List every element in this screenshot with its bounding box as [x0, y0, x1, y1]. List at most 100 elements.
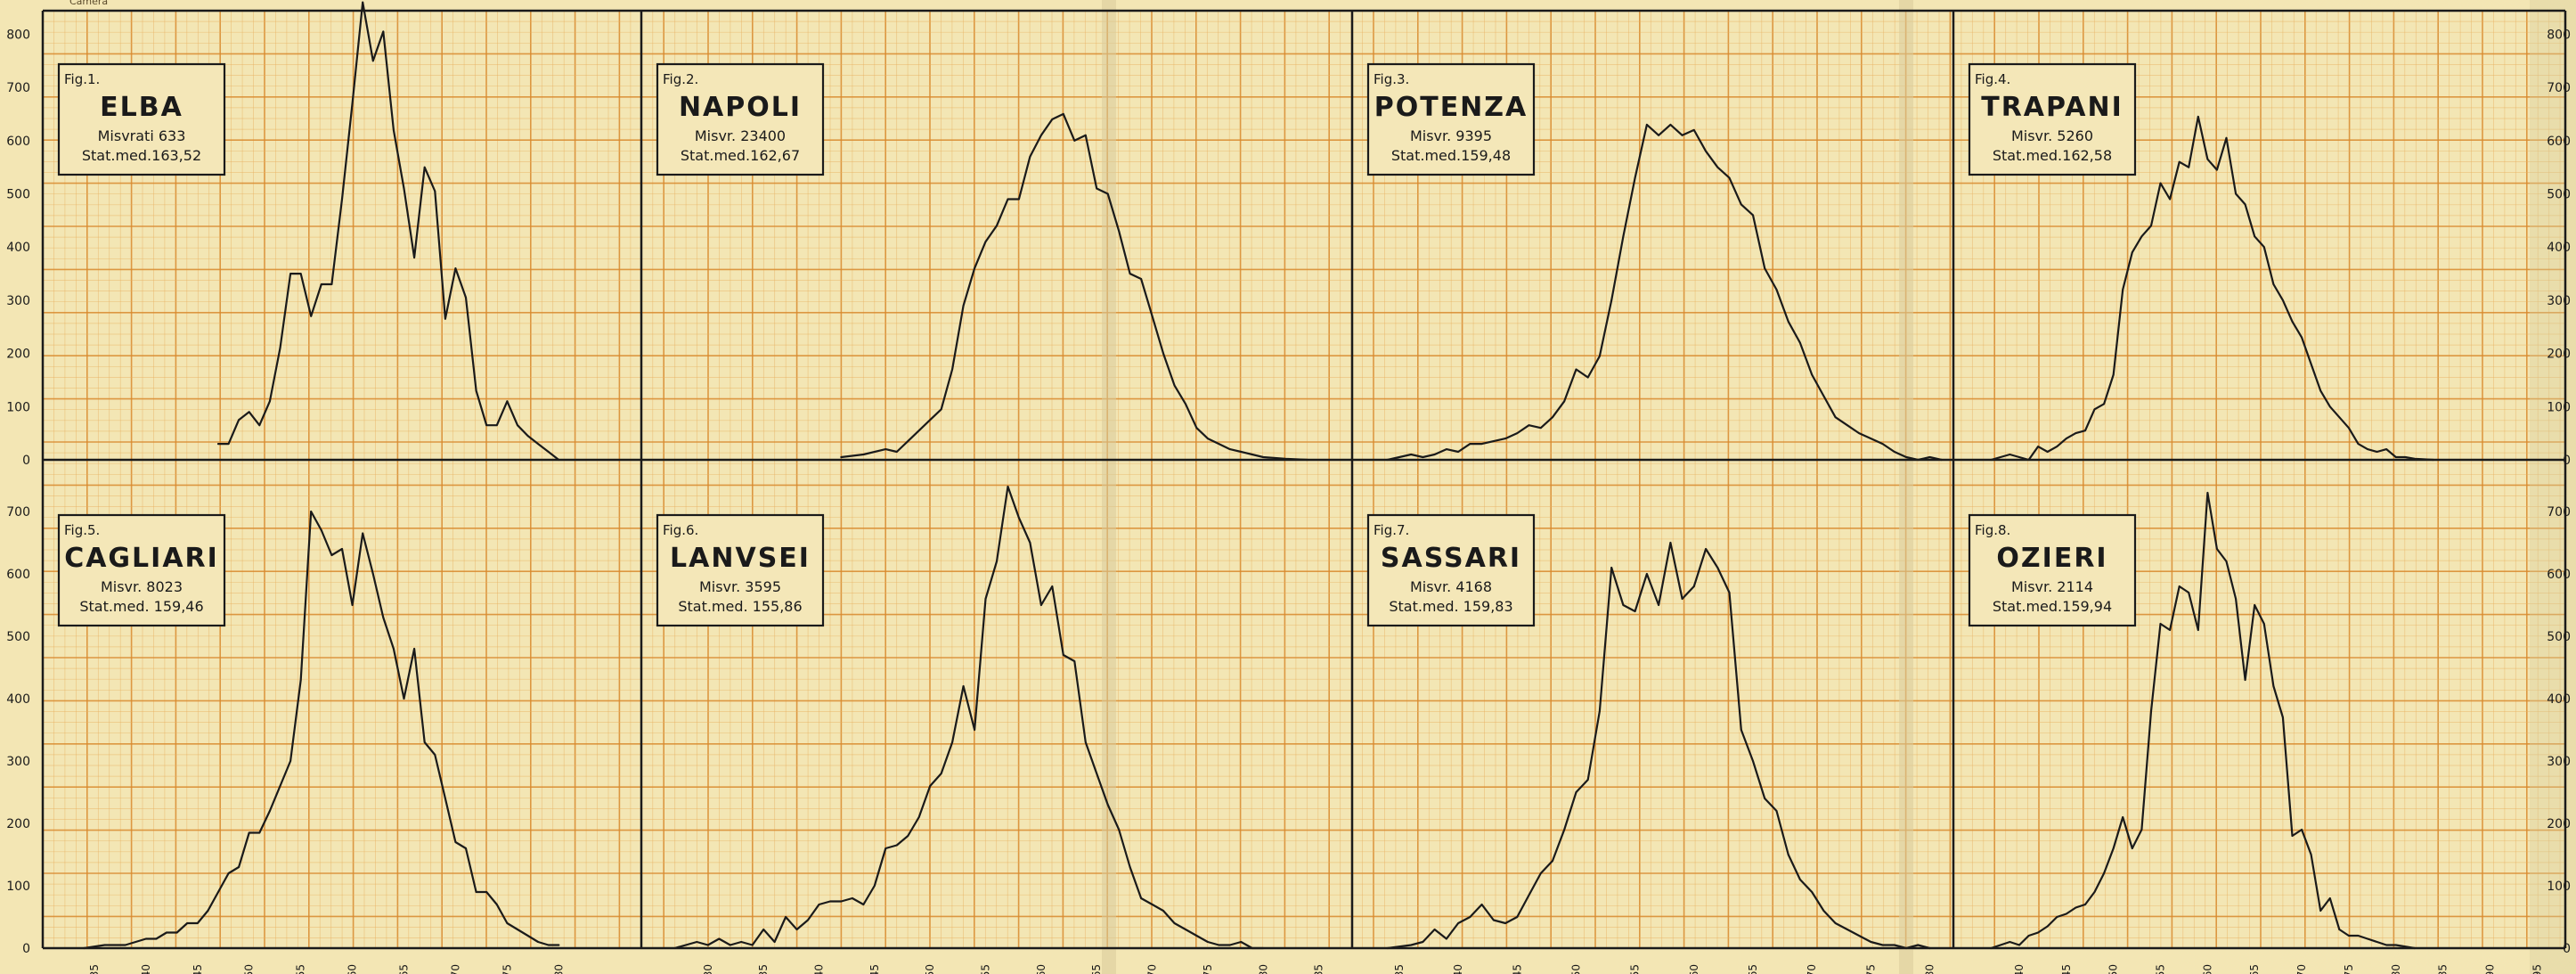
data-point: [1752, 214, 1754, 217]
data-point: [1775, 289, 1778, 291]
data-point: [558, 459, 560, 461]
data-point: [2131, 847, 2133, 849]
data-point: [1410, 454, 1413, 455]
data-point: [238, 866, 240, 868]
data-point: [2037, 446, 2040, 447]
data-point: [207, 910, 209, 912]
x-tick-label: 185: [2437, 964, 2450, 974]
data-point: [2009, 454, 2011, 455]
data-point: [83, 947, 86, 949]
panel-1: Fig.1.ELBA Misvrati 633 Stat.med.163,52: [57, 1, 560, 462]
x-tick-label: 150: [2107, 964, 2120, 974]
data-point: [2328, 405, 2331, 408]
x-tick-label: 170: [1146, 964, 1159, 974]
data-point: [2197, 116, 2199, 118]
data-point: [320, 283, 322, 285]
x-tick-label: 150: [1570, 964, 1583, 974]
y-tick-label-top: 800: [6, 28, 30, 42]
data-point: [2112, 847, 2115, 849]
y-tick-label-bottom: 0: [22, 942, 30, 956]
data-point: [751, 944, 754, 946]
mean-stature: Stat.med.162,67: [681, 147, 800, 164]
data-point: [1905, 456, 1908, 458]
x-tick-label: 145: [192, 964, 204, 974]
panel-label-card: [656, 513, 825, 627]
y-tick-label-top: 800: [2547, 28, 2571, 42]
data-point: [1469, 916, 1471, 918]
x-tick-label: 135: [757, 964, 770, 974]
data-point: [2301, 336, 2303, 339]
data-point: [2112, 373, 2115, 376]
data-point: [1516, 432, 1519, 434]
panel-label-card: [1968, 62, 2137, 176]
y-tick-label-bottom: 100: [6, 880, 30, 894]
data-point: [1646, 573, 1648, 575]
panel-label-card: [57, 62, 226, 176]
data-point: [2103, 403, 2106, 405]
data-point: [2235, 192, 2238, 195]
data-point: [1129, 273, 1131, 274]
data-point: [2404, 456, 2407, 458]
data-point: [1151, 904, 1153, 905]
data-point: [2272, 685, 2275, 687]
x-tick-label: 160: [1688, 964, 1700, 974]
data-point: [1599, 710, 1601, 712]
sample-size: Misvrati 633: [98, 127, 186, 144]
data-point: [1681, 134, 1683, 136]
data-point: [2056, 446, 2058, 447]
y-tick-label-bottom: 0: [2563, 942, 2571, 956]
data-point: [2169, 629, 2172, 631]
data-point: [166, 931, 167, 934]
data-point: [2159, 623, 2162, 625]
data-point: [1129, 866, 1131, 868]
data-point: [2159, 182, 2162, 184]
y-tick-label-bottom: 300: [2547, 755, 2571, 769]
sample-size: Misvr. 5260: [2011, 127, 2093, 144]
data-point: [475, 891, 477, 893]
data-point: [1752, 760, 1754, 762]
data-point: [917, 816, 920, 818]
data-point: [526, 935, 529, 937]
mean-stature: Stat.med. 159,46: [79, 598, 203, 615]
data-point: [175, 931, 178, 934]
data-point: [2084, 904, 2086, 905]
data-point: [1658, 604, 1659, 606]
data-point: [217, 891, 219, 893]
data-point: [517, 929, 518, 930]
data-point: [2027, 935, 2030, 937]
data-point: [1240, 941, 1243, 943]
data-point: [1492, 440, 1495, 442]
data-point: [962, 305, 965, 307]
data-point: [2319, 910, 2322, 912]
y-tick-label-bottom: 700: [2547, 505, 2571, 520]
data-point: [434, 190, 436, 192]
data-point: [1516, 916, 1519, 918]
data-point: [829, 900, 831, 903]
data-point: [1062, 654, 1064, 656]
data-point: [1811, 373, 1814, 376]
data-point: [155, 937, 158, 940]
data-point: [1007, 198, 1009, 201]
distribution-line: [1386, 541, 1931, 950]
data-point: [1586, 779, 1589, 781]
y-tick-label-top: 400: [2547, 241, 2571, 255]
data-point: [1433, 929, 1436, 930]
x-tick-label: 195: [2531, 964, 2543, 974]
x-tick-label: 140: [1452, 964, 1464, 974]
data-point: [1284, 457, 1287, 460]
data-point: [558, 944, 560, 946]
data-point: [475, 389, 477, 392]
data-point: [1262, 947, 1265, 949]
data-point: [852, 897, 853, 899]
figure-number: Fig.2.: [663, 71, 698, 87]
chart-title: OZIERI: [1996, 543, 2107, 574]
data-point: [227, 872, 230, 874]
data-point: [1084, 741, 1087, 743]
data-point: [2188, 592, 2190, 593]
data-point: [403, 698, 405, 700]
y-tick-label-bottom: 500: [6, 630, 30, 644]
data-point: [2367, 448, 2368, 450]
chart-title: SASSARI: [1381, 543, 1521, 574]
y-tick-label-bottom: 600: [2547, 568, 2571, 582]
